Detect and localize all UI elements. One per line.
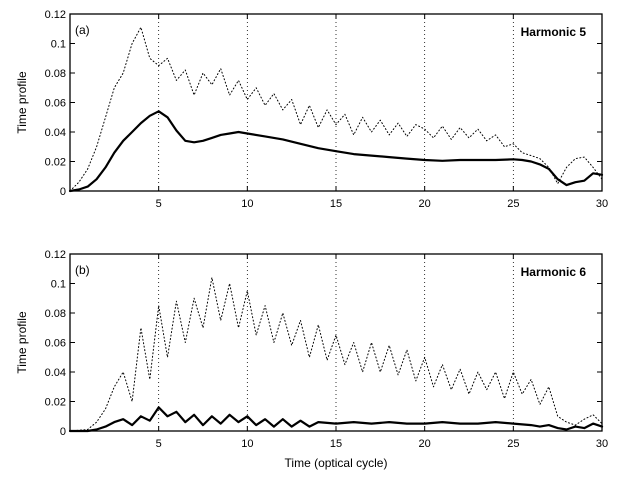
panel-a-x-tick-label: 20 — [419, 198, 431, 210]
panel-b-x-tick-label: 30 — [596, 438, 608, 450]
panel-a-grid — [158, 14, 514, 191]
panel-b-y-tick-label: 0.08 — [45, 308, 66, 320]
panel-a-series-dotted-line — [69, 26, 603, 192]
panel-a-label: (a) — [75, 23, 90, 37]
panel-b-series-dotted-line — [69, 277, 603, 432]
panel-a-x-tick-label: 15 — [330, 198, 342, 210]
panel-b-x-tick-label: 10 — [241, 438, 253, 450]
panel-a-x-tick-label: 5 — [156, 198, 162, 210]
panel-a-ticks: 5 10 15 20 25 30 0 0.02 0.04 0.06 0.08 0.1 0.12 — [45, 9, 609, 210]
panel-a-series — [68, 26, 604, 193]
panel-b-x-tick-label: 5 — [156, 438, 162, 450]
panel-b-y-tick-label: 0 — [60, 426, 66, 438]
panel-a-series-solid-line — [68, 110, 604, 193]
panel-b-y-tick-label: 0.06 — [45, 338, 66, 350]
panel-a-y-tick-label: 0.1 — [51, 39, 66, 51]
panel-b-y-tick-label: 0.12 — [45, 249, 66, 261]
panel-b-ticks: 5 10 15 20 25 30 0 0.02 0.04 0.06 0.08 0.1 0.12 — [45, 249, 609, 450]
panel-b-grid — [158, 254, 514, 431]
panel-a-y-tick-label: 0.08 — [45, 68, 66, 80]
panel-b-y-tick-label: 0.1 — [51, 279, 66, 291]
panel-b-series-solid-line — [68, 406, 604, 433]
panel-b-x-tick-label: 15 — [330, 438, 342, 450]
panel-a-x-tick-label: 25 — [507, 198, 519, 210]
panel-b-y-tick-label: 0.02 — [45, 397, 66, 409]
panel-a-annotation: Harmonic 5 — [521, 25, 587, 39]
panel-a-x-tick-label: 30 — [596, 198, 608, 210]
panel-b-annotation: Harmonic 6 — [521, 265, 587, 279]
panel-b-y-tick-label: 0.04 — [45, 367, 66, 379]
panel-a-y-tick-label: 0.02 — [45, 157, 66, 169]
panel-b-y-axis-label: Time profile — [15, 311, 29, 374]
panel-a-y-tick-label: 0.04 — [45, 127, 66, 139]
panel-a-y-axis-label: Time profile — [15, 71, 29, 134]
panel-a-y-tick-label: 0 — [60, 186, 66, 198]
panel-b-series — [68, 277, 604, 433]
panel-a-y-tick-label: 0.12 — [45, 9, 66, 21]
panel-b-x-axis-label: Time (optical cycle) — [285, 456, 388, 470]
panel-a-x-tick-label: 10 — [241, 198, 253, 210]
panel-b-label: (b) — [75, 263, 90, 277]
panel-b-x-tick-label: 20 — [419, 438, 431, 450]
panel-a-y-tick-label: 0.06 — [45, 98, 66, 110]
panel-b-x-tick-label: 25 — [507, 438, 519, 450]
